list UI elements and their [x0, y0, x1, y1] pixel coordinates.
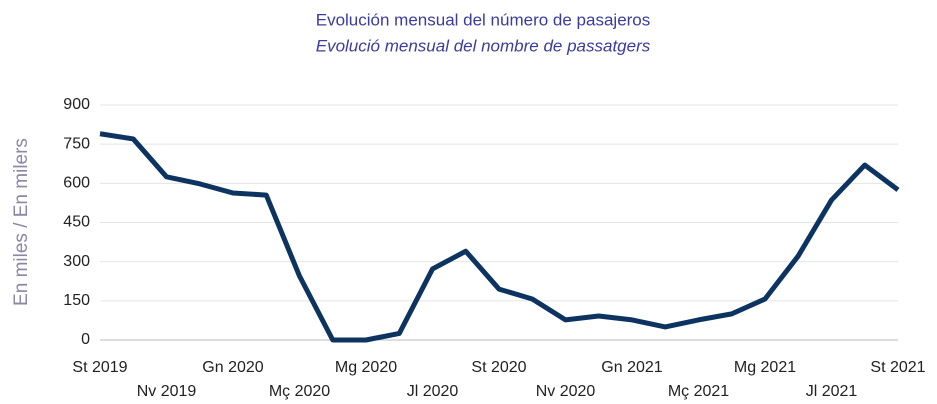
- x-tick-label: Gn 2021: [601, 359, 662, 376]
- y-tick-label: 900: [63, 96, 90, 113]
- y-tick-label: 150: [63, 292, 90, 309]
- x-tick-label: Jl 2020: [407, 383, 459, 400]
- y-tick-label: 0: [81, 331, 90, 348]
- x-tick-label: St 2020: [471, 359, 526, 376]
- chart-subtitle: Evolució mensual del nombre de passatger…: [316, 36, 651, 55]
- x-tick-label: Mg 2021: [734, 359, 796, 376]
- x-tick-label: Nv 2020: [536, 383, 596, 400]
- x-tick-label: Gn 2020: [202, 359, 263, 376]
- line: [99, 131, 900, 343]
- x-tick-label: St 2021: [870, 359, 925, 376]
- y-tick-label: 450: [63, 214, 90, 231]
- x-tick-label: Mg 2020: [335, 359, 397, 376]
- y-tick-label: 300: [63, 253, 90, 270]
- chart-title: Evolución mensual del número de pasajero…: [316, 10, 651, 29]
- x-tick-label: Mç 2020: [269, 383, 330, 400]
- x-tick-label: Jl 2021: [806, 383, 858, 400]
- x-tick-label: St 2019: [72, 359, 127, 376]
- x-tick-label: Nv 2019: [137, 383, 197, 400]
- y-tick-label: 600: [63, 175, 90, 192]
- y-tick-label: 750: [63, 135, 90, 152]
- y-axis-label: En miles / En milers: [11, 138, 32, 306]
- x-tick-label: Mç 2021: [668, 383, 729, 400]
